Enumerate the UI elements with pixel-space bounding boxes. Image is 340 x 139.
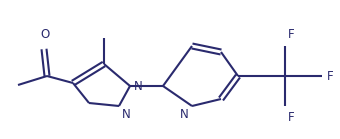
Text: O: O bbox=[40, 28, 50, 41]
Text: F: F bbox=[327, 70, 334, 83]
Text: N: N bbox=[134, 80, 143, 92]
Text: N: N bbox=[122, 108, 131, 121]
Text: F: F bbox=[288, 111, 295, 124]
Text: F: F bbox=[288, 28, 295, 41]
Text: N: N bbox=[180, 108, 189, 121]
